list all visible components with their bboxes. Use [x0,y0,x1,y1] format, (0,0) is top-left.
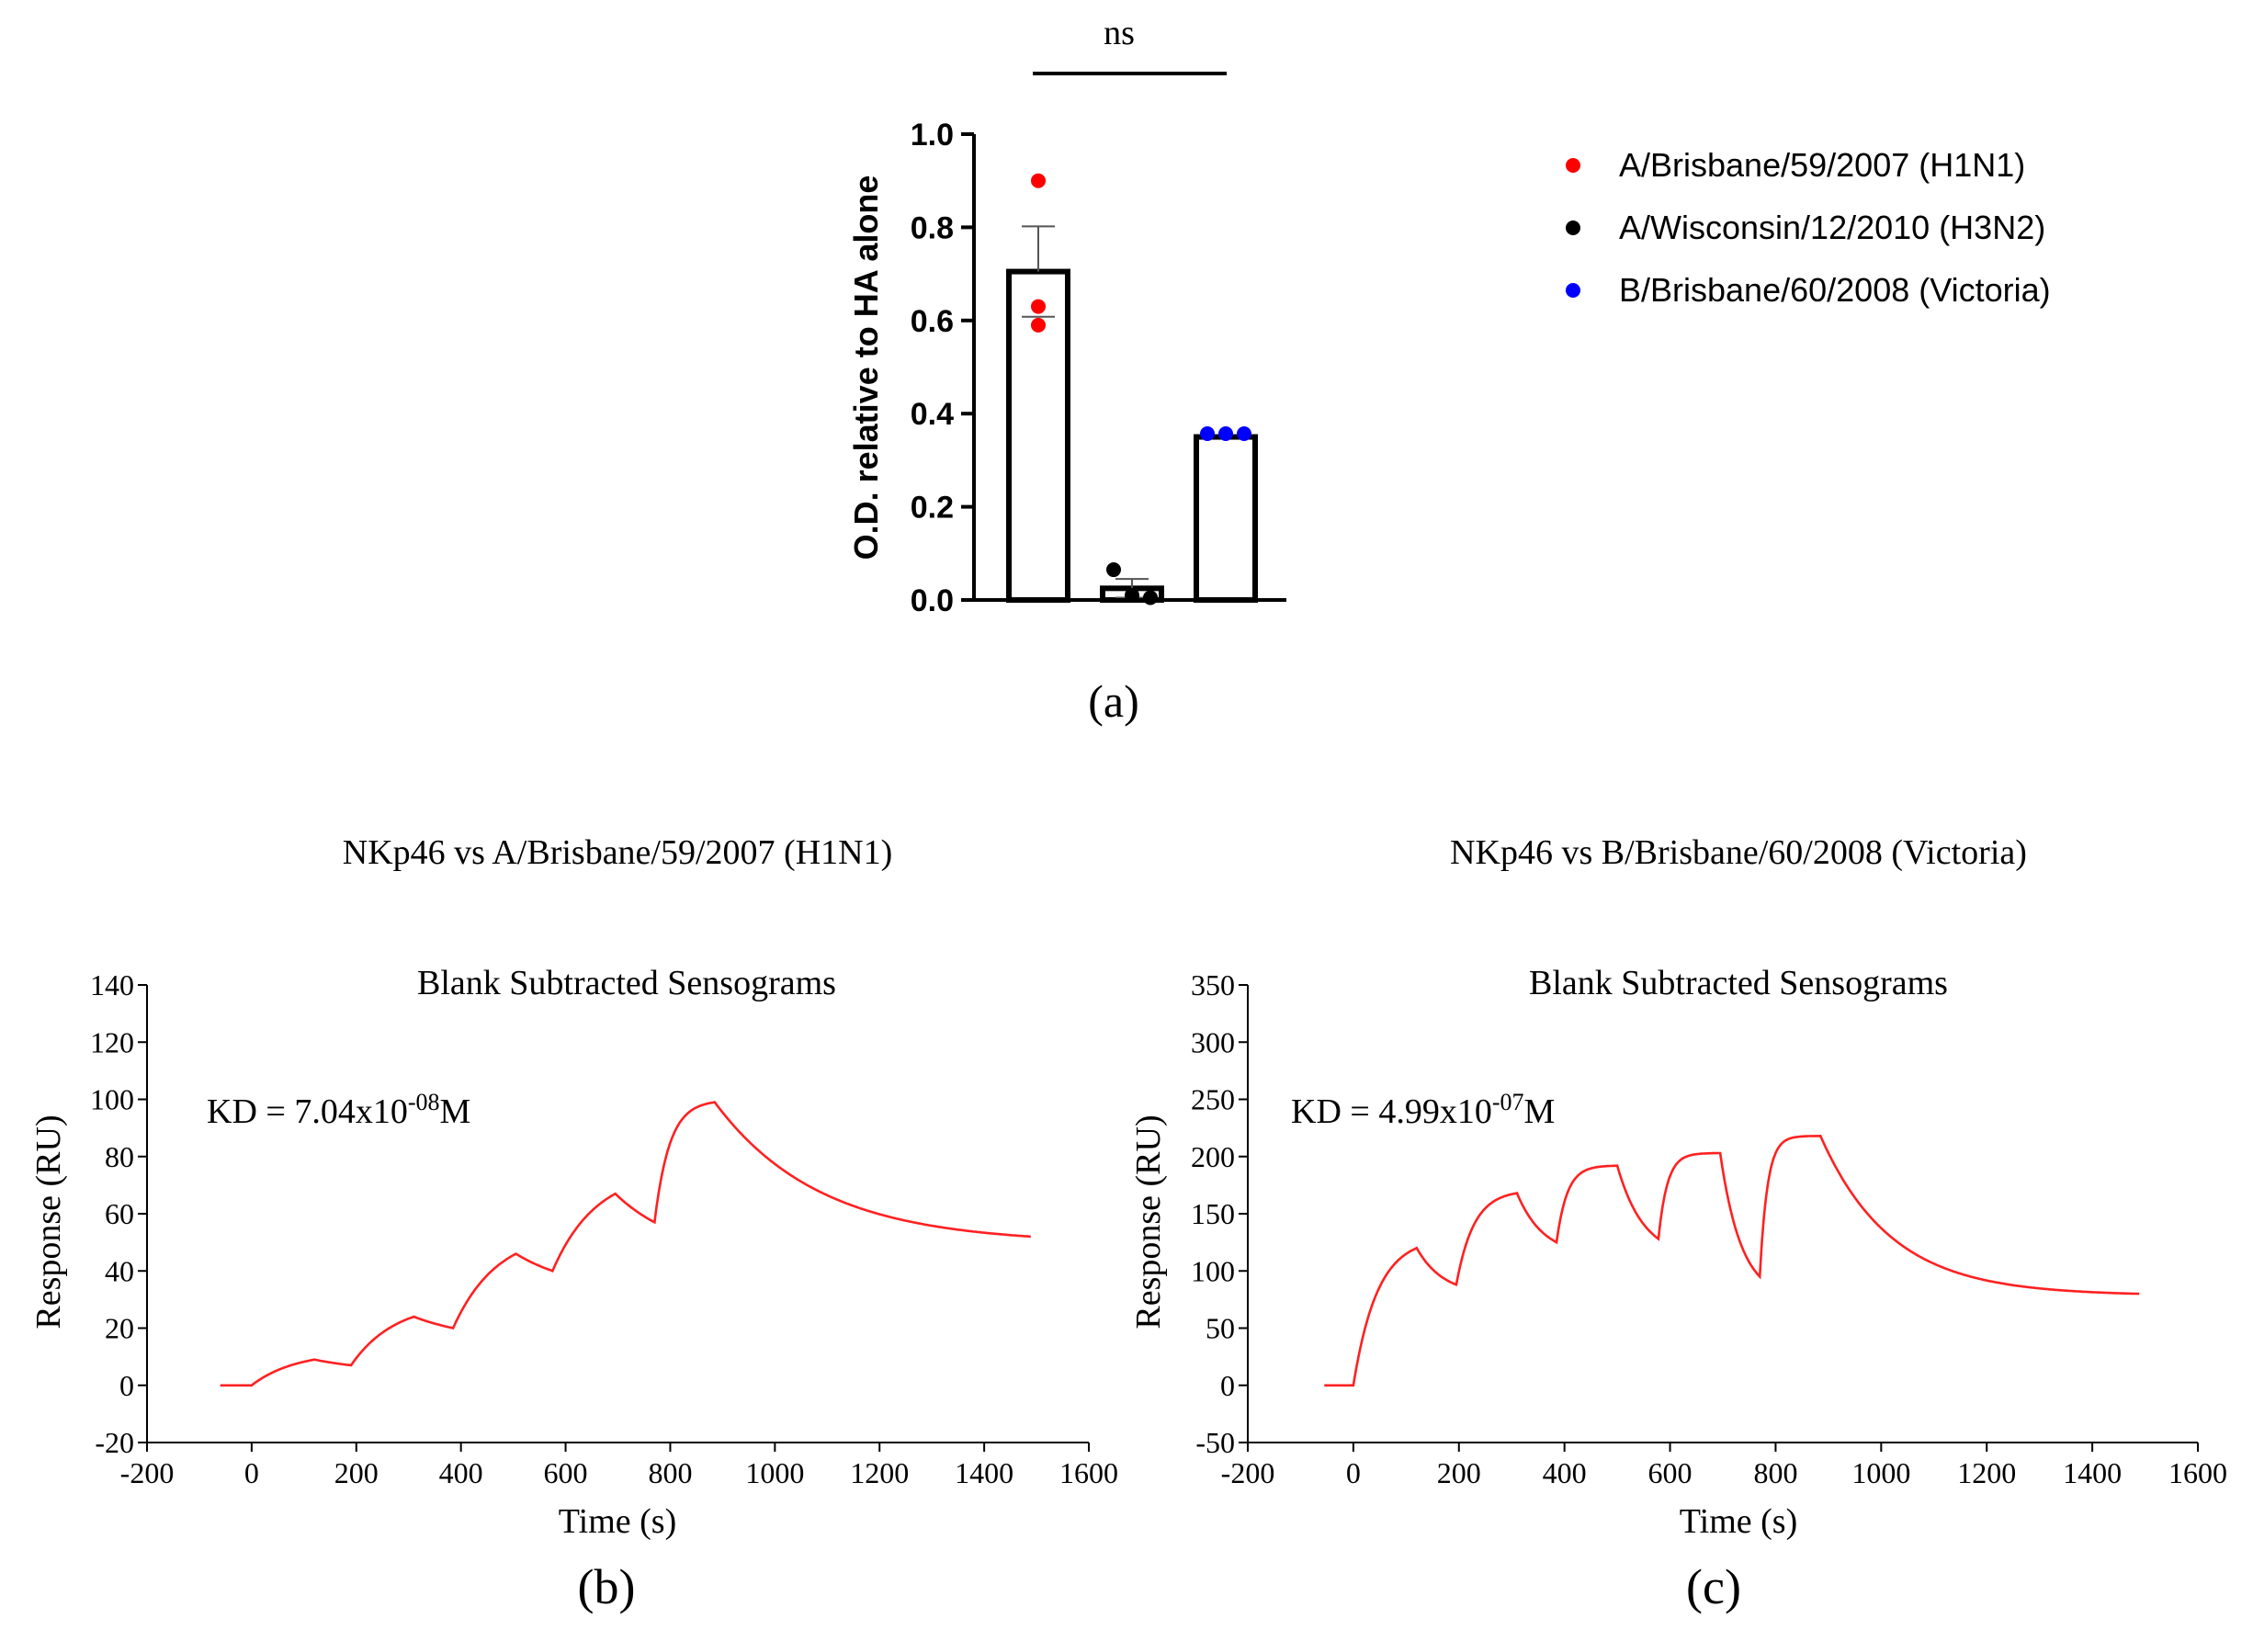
y-tick-label: 20 [105,1312,134,1345]
y-axis-label: O.D. relative to HA alone [847,175,885,560]
panel-c-axes: -200 0 200 400 600 800 1000 1200 1400 1600 -50 0 50 1… [1191,968,2227,1489]
x-tick-label: 1400 [955,1456,1013,1489]
y-tick-label: -50 [1195,1426,1235,1459]
kd-exponent: -08 [408,1089,440,1115]
x-tick-label: -200 [1221,1456,1275,1489]
x-tick-label: 400 [439,1456,483,1489]
y-tick-label: 150 [1191,1197,1235,1230]
kd-suffix: M [1524,1092,1556,1131]
y-tick-label: 0 [119,1369,134,1402]
panel-a-bar-chart: ns 0.0 0.2 0.4 0.6 0.8 1.0 O.D. relative to H… [847,14,2051,727]
y-tick-label: 40 [105,1254,134,1287]
data-point [1031,173,1046,188]
kd-exponent: -07 [1492,1089,1524,1115]
y-tick-label: 100 [90,1083,134,1116]
y-tick-label: 0.2 [911,491,954,526]
y-tick-label: 60 [105,1197,134,1230]
bar-3 [1194,434,1258,603]
x-tick-label: 1000 [1851,1456,1910,1489]
x-tick-label: 0 [244,1456,259,1489]
kd-suffix: M [440,1092,471,1131]
y-tick-label: 1.0 [911,118,954,153]
x-tick-label: 1400 [2063,1456,2122,1489]
data-point [1031,317,1046,333]
panel-b-header: NKp46 vs A/Brisbane/59/2007 (H1N1) [343,833,892,872]
y-tick-label: 300 [1191,1025,1235,1058]
x-tick-label: -200 [120,1456,175,1489]
y-tick-label: 350 [1191,968,1235,1001]
y-tick-label: -20 [95,1426,134,1459]
panel-b-sensogram: NKp46 vs A/Brisbane/59/2007 (H1N1) Blank… [29,833,1118,1614]
data-point [1218,426,1233,442]
y-tick-label: 80 [105,1140,134,1173]
significance-label: ns [1104,14,1135,52]
panel-c-y-axis-label: Response (RU) [1129,1115,1168,1329]
panel-c-sensogram: NKp46 vs B/Brisbane/60/2008 (Victoria) B… [1129,833,2227,1614]
x-tick-label: 0 [1346,1456,1361,1489]
y-tick-label: 250 [1191,1083,1235,1116]
data-point [1143,590,1158,605]
x-tick-label: 1000 [745,1456,804,1489]
panel-b-axes: -200 0 200 400 600 800 1000 1200 1400 1600-200204… [90,968,1118,1489]
panel-label-b: (b) [578,1559,636,1614]
y-tick-label: 0.6 [911,304,954,339]
legend-label: B/Brisbane/60/2008 (Victoria) [1619,271,2051,309]
legend-marker [1566,158,1580,173]
x-tick-label: 200 [1437,1456,1481,1489]
panel-label-a: (a) [1088,675,1139,727]
panel-b-title: Blank Subtracted Sensograms [417,964,836,1002]
y-tick-label: 100 [1191,1254,1235,1287]
bar-group [1006,268,1258,604]
legend-marker [1566,221,1580,235]
x-tick-label: 600 [544,1456,588,1489]
x-tick-label: 600 [1648,1456,1693,1489]
y-tick-label: 0 [1220,1369,1235,1402]
y-tick-group: 0.0 0.2 0.4 0.6 0.8 1.0 [911,118,974,618]
panel-label-c: (c) [1686,1559,1741,1614]
x-tick-label: 800 [1753,1456,1797,1489]
legend-label: A/Wisconsin/12/2010 (H3N2) [1619,209,2045,246]
data-point [1200,426,1215,442]
panel-b-x-axis-label: Time (s) [559,1502,676,1541]
y-tick-label: 140 [90,968,134,1001]
data-point [1031,299,1046,314]
y-tick-label: 0.0 [911,583,954,618]
y-tick-label: 0.4 [911,397,954,432]
legend-marker [1566,283,1580,298]
kd-prefix: KD = 7.04x10 [207,1092,408,1131]
panel-b-kd-annotation: KD = 7.04x10-08M [207,1089,470,1131]
legend-label: A/Brisbane/59/2007 (H1N1) [1619,146,2025,184]
x-tick-label: 400 [1543,1456,1587,1489]
panel-c-header: NKp46 vs B/Brisbane/60/2008 (Victoria) [1450,833,2027,872]
x-tick-label: 1200 [850,1456,909,1489]
panel-c-x-axis-label: Time (s) [1680,1502,1797,1541]
x-tick-label: 1600 [1059,1456,1118,1489]
panel-b-y-axis-label: Response (RU) [29,1115,68,1329]
y-tick-label: 120 [90,1025,134,1058]
x-tick-label: 800 [648,1456,692,1489]
kd-prefix: KD = 4.99x10 [1291,1092,1492,1131]
data-point [1106,562,1121,578]
data-point [1237,426,1251,442]
panel-c-title: Blank Subtracted Sensograms [1529,964,1948,1002]
panel-c-kd-annotation: KD = 4.99x10-07M [1291,1089,1555,1131]
y-tick-label: 50 [1206,1312,1235,1345]
x-tick-label: 1600 [2168,1456,2227,1489]
y-tick-label: 200 [1191,1140,1235,1173]
panel-b-curve [220,1101,1031,1387]
panel-c-curve [1324,1135,2140,1387]
x-tick-label: 1200 [1957,1456,2016,1489]
point-group [1031,173,1251,605]
x-tick-label: 200 [334,1456,379,1489]
legend: A/Brisbane/59/2007 (H1N1) A/Wisconsin/12/… [1566,146,2051,309]
y-tick-label: 0.8 [911,210,954,245]
